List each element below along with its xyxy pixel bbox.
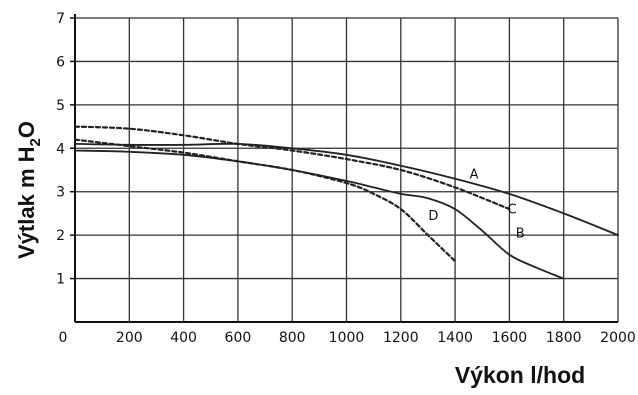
y-tick-label: 7 xyxy=(56,11,65,27)
x-tick-label: 1600 xyxy=(492,330,528,346)
y-axis-title-end: O xyxy=(14,121,39,138)
grid-layer xyxy=(70,14,619,323)
annotation-layer: A BC D xyxy=(428,168,524,242)
series-line-b xyxy=(74,149,565,280)
tick-layer: 0 200 400 600 800 1000 1200 1400 1600 1800 2000 1 2 3… xyxy=(56,11,636,346)
x-tick-label: 1200 xyxy=(383,330,419,346)
series-line-d xyxy=(73,138,457,263)
x-tick-label: 800 xyxy=(279,330,306,346)
y-tick-label: 3 xyxy=(56,185,65,201)
y-axis-title: Výtlak m H2O xyxy=(14,121,44,259)
x-tick-label: 200 xyxy=(116,330,143,346)
y-tick-label: 1 xyxy=(56,272,65,288)
y-tick-label: 4 xyxy=(56,141,65,157)
y-tick-label: 5 xyxy=(56,98,65,114)
series-label-b: B xyxy=(516,226,525,241)
series-layer xyxy=(73,125,619,280)
y-tick-label: 6 xyxy=(56,54,65,70)
series-label-c: C xyxy=(508,202,517,217)
y-tick-label: 2 xyxy=(56,228,65,244)
x-tick-label: 600 xyxy=(225,330,252,346)
x-tick-label: 0 xyxy=(59,330,68,346)
series-line-c xyxy=(73,125,511,211)
series-line-a xyxy=(74,142,619,236)
y-axis-title-main: Výtlak m H xyxy=(14,146,39,259)
series-label-a: A xyxy=(470,168,479,183)
x-axis-title: Výkon l/hod xyxy=(455,362,585,388)
x-tick-label: 1000 xyxy=(329,330,365,346)
x-tick-label: 1400 xyxy=(437,330,473,346)
x-tick-label: 2000 xyxy=(600,330,636,346)
x-tick-label: 1800 xyxy=(546,330,582,346)
y-axis-title-subscript: 2 xyxy=(27,138,44,146)
x-tick-label: 400 xyxy=(170,330,197,346)
series-label-d: D xyxy=(428,209,438,224)
